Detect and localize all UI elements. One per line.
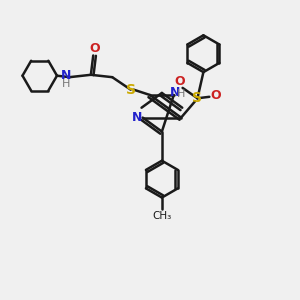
Text: H: H xyxy=(177,89,185,99)
Text: O: O xyxy=(89,42,100,56)
Text: S: S xyxy=(193,91,202,105)
Text: N: N xyxy=(132,111,142,124)
Text: S: S xyxy=(126,83,136,97)
Text: N: N xyxy=(170,85,180,98)
Text: H: H xyxy=(62,79,70,89)
Text: O: O xyxy=(210,89,220,102)
Text: N: N xyxy=(61,69,71,82)
Text: O: O xyxy=(174,75,185,88)
Text: CH₃: CH₃ xyxy=(152,211,172,221)
